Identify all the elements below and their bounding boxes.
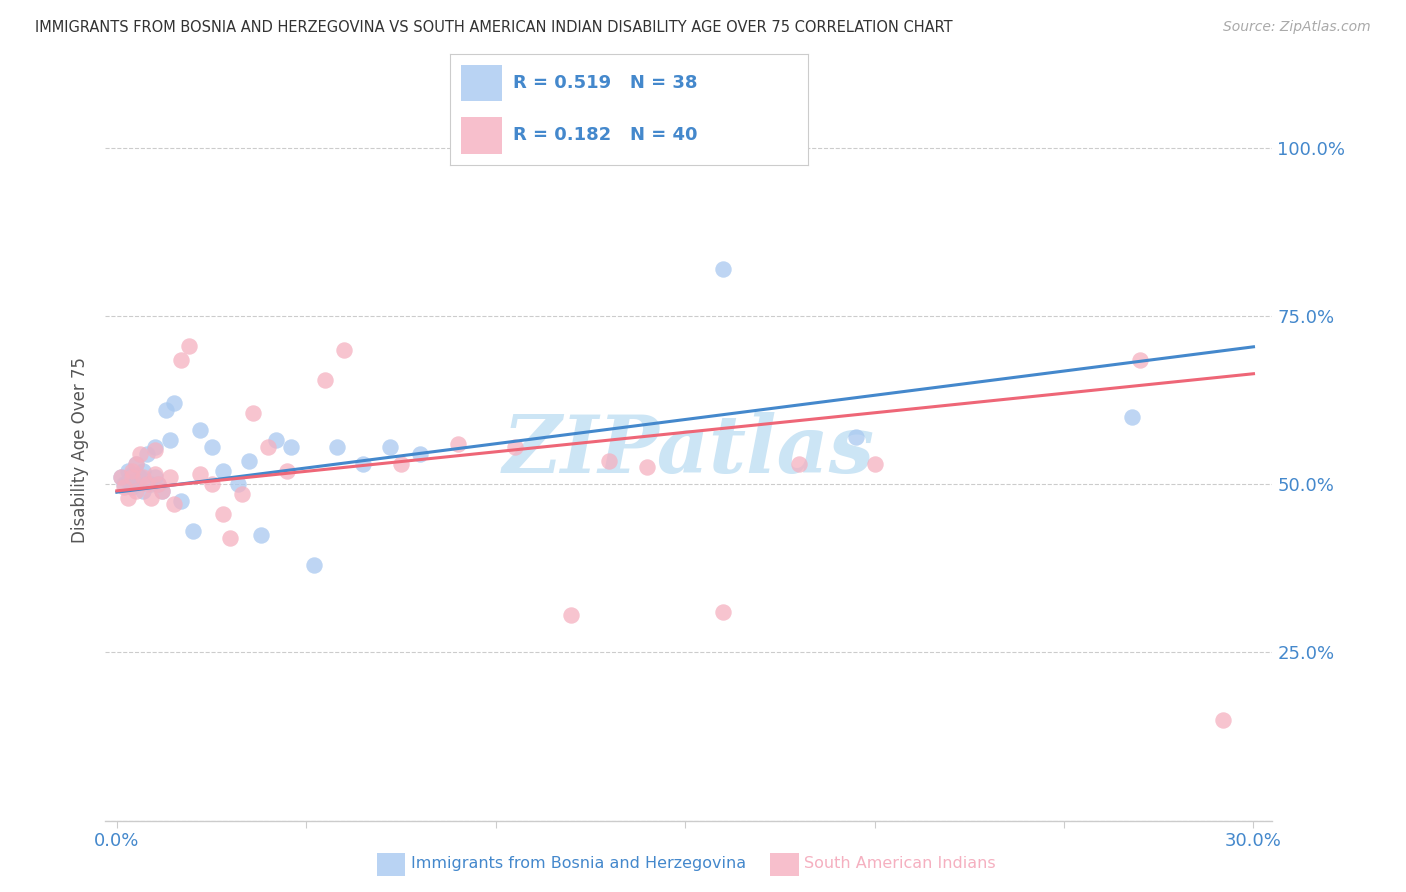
Point (128, 447, 150, 461)
Point (378, 440, 401, 454)
Point (170, 494, 193, 508)
Point (110, 470, 132, 484)
Point (155, 403, 177, 417)
Point (503, 440, 526, 454)
Point (276, 464, 298, 478)
Point (238, 453, 260, 467)
Point (200, 440, 222, 454)
Point (598, 453, 620, 467)
Point (143, 440, 166, 454)
Point (148, 477, 170, 491)
Point (121, 464, 143, 478)
Point (226, 477, 249, 491)
Point (148, 477, 170, 491)
Point (121, 481, 143, 495)
FancyBboxPatch shape (461, 65, 502, 102)
Point (333, 343, 356, 357)
Point (636, 460, 658, 475)
Point (117, 491, 139, 505)
Point (132, 483, 155, 498)
Point (219, 531, 242, 545)
Point (188, 423, 211, 437)
Point (159, 434, 181, 448)
Point (257, 440, 280, 454)
Point (125, 477, 148, 491)
Point (280, 440, 302, 454)
Point (132, 470, 155, 484)
Point (560, 608, 582, 623)
Point (112, 481, 135, 495)
Point (150, 483, 173, 498)
Point (352, 457, 374, 471)
Point (128, 470, 150, 484)
Point (143, 443, 166, 458)
Point (181, 524, 204, 539)
Point (845, 430, 868, 444)
Point (170, 352, 193, 367)
Point (143, 470, 166, 484)
Point (110, 470, 132, 484)
Point (1212, 713, 1234, 727)
Point (242, 407, 264, 421)
Point (212, 508, 235, 522)
Text: South American Indians: South American Indians (804, 856, 995, 871)
Point (125, 457, 148, 471)
Text: R = 0.519   N = 38: R = 0.519 N = 38 (513, 74, 697, 92)
Point (1121, 409, 1143, 424)
Point (163, 497, 186, 511)
Point (159, 470, 181, 484)
Point (136, 447, 159, 461)
Point (121, 470, 143, 484)
Point (447, 436, 470, 450)
Point (117, 464, 139, 478)
Point (409, 447, 432, 461)
FancyBboxPatch shape (461, 117, 502, 154)
Point (177, 339, 200, 353)
Point (136, 477, 159, 491)
Point (150, 483, 173, 498)
Point (787, 457, 810, 471)
Point (863, 457, 886, 471)
Y-axis label: Disability Age Over 75: Disability Age Over 75 (72, 358, 90, 543)
Point (711, 261, 734, 276)
Point (249, 527, 271, 541)
Point (711, 605, 734, 619)
Point (389, 457, 412, 471)
Point (121, 467, 143, 481)
Point (125, 483, 148, 498)
Text: Immigrants from Bosnia and Herzegovina: Immigrants from Bosnia and Herzegovina (411, 856, 745, 871)
Point (188, 467, 211, 481)
Point (212, 464, 235, 478)
Point (302, 558, 325, 572)
Text: R = 0.182   N = 40: R = 0.182 N = 40 (513, 127, 697, 145)
Point (231, 487, 253, 501)
Point (325, 440, 347, 454)
Point (139, 477, 162, 491)
Point (117, 474, 139, 488)
Point (1129, 352, 1152, 367)
Point (112, 477, 135, 491)
Text: ZIPatlas: ZIPatlas (503, 412, 875, 489)
Text: Source: ZipAtlas.com: Source: ZipAtlas.com (1223, 20, 1371, 34)
Point (264, 434, 287, 448)
Point (200, 477, 222, 491)
Point (132, 464, 155, 478)
Point (163, 396, 186, 410)
Point (143, 467, 166, 481)
Point (139, 491, 162, 505)
Point (125, 457, 148, 471)
Point (314, 373, 336, 387)
Text: IMMIGRANTS FROM BOSNIA AND HERZEGOVINA VS SOUTH AMERICAN INDIAN DISABILITY AGE O: IMMIGRANTS FROM BOSNIA AND HERZEGOVINA V… (35, 20, 953, 35)
